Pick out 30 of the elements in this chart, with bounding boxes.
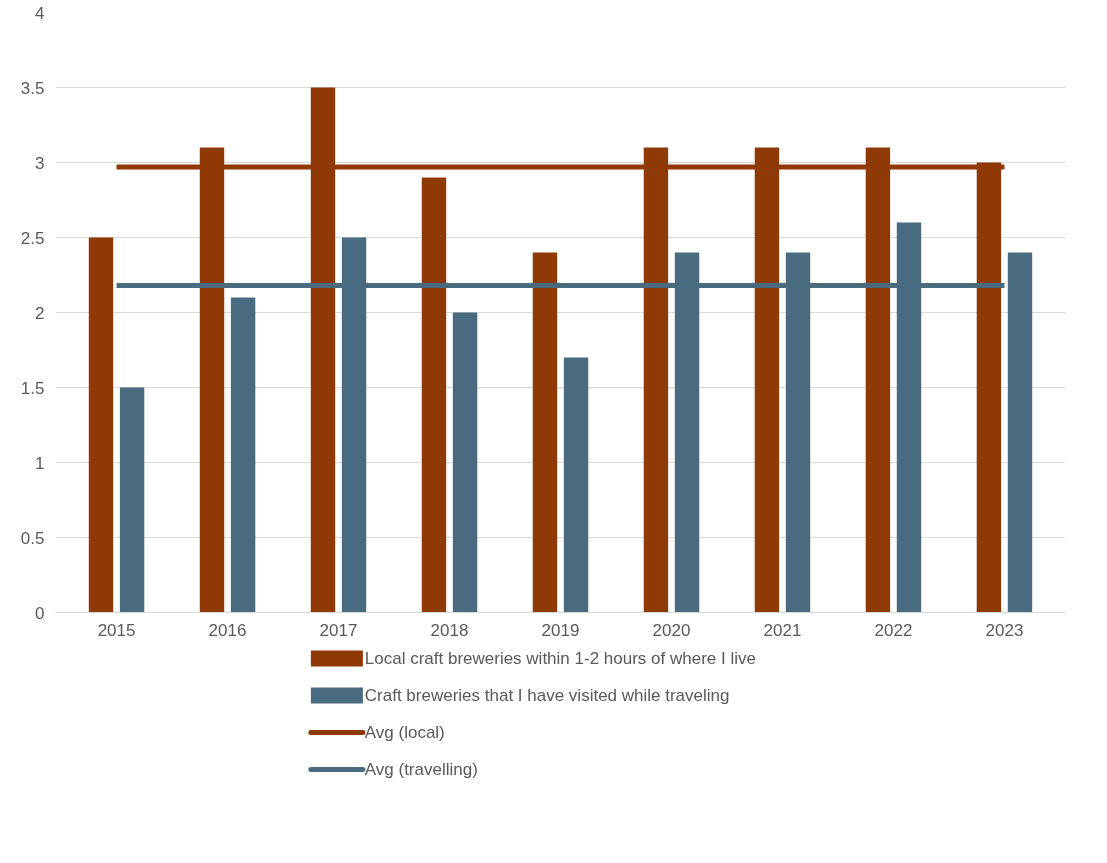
legend-label: Local craft breweries within 1-2 hours of where I live bbox=[364, 649, 756, 668]
x-tick-label: 2017 bbox=[319, 620, 358, 640]
bar bbox=[88, 237, 114, 613]
bar bbox=[532, 252, 558, 613]
x-tick-label: 2023 bbox=[985, 620, 1024, 640]
bar bbox=[563, 357, 589, 613]
bar bbox=[119, 387, 145, 613]
x-tick-label: 2021 bbox=[763, 620, 802, 640]
x-tick-label: 2022 bbox=[874, 620, 913, 640]
bar bbox=[421, 177, 447, 613]
y-tick-label: 2.5 bbox=[20, 228, 45, 248]
bar bbox=[1007, 252, 1033, 613]
legend-label: Craft breweries that I have visited while traveling bbox=[364, 686, 730, 705]
y-tick-label: 1.5 bbox=[20, 378, 45, 398]
bar bbox=[230, 297, 256, 613]
x-tick-label: 2015 bbox=[97, 620, 136, 640]
y-tick-label: 3.5 bbox=[20, 78, 45, 98]
y-tick-label: 1 bbox=[35, 453, 45, 473]
legend-label: Avg (local) bbox=[364, 723, 445, 742]
legend-label: Avg (travelling) bbox=[364, 760, 478, 779]
y-tick-label: 2 bbox=[35, 303, 45, 323]
y-tick-label: 0 bbox=[35, 603, 45, 623]
y-tick-label: 4 bbox=[35, 3, 45, 23]
y-tick-label: 0.5 bbox=[20, 528, 45, 548]
bar bbox=[452, 312, 478, 613]
x-tick-label: 2019 bbox=[541, 620, 580, 640]
x-tick-label: 2016 bbox=[208, 620, 247, 640]
x-tick-label: 2018 bbox=[430, 620, 469, 640]
y-tick-label: 3 bbox=[35, 153, 45, 173]
x-tick-label: 2020 bbox=[652, 620, 691, 640]
